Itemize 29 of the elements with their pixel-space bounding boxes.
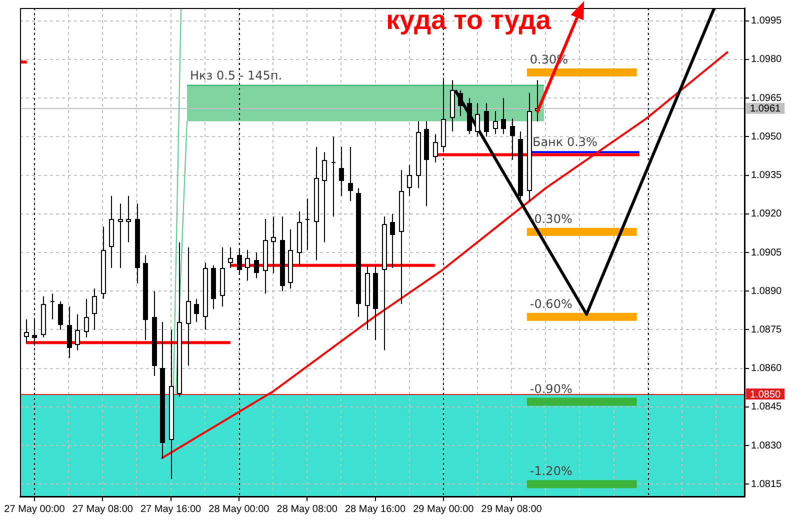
x-tick-label: 29 May 00:00 — [413, 504, 474, 515]
x-tick-label: 28 May 00:00 — [208, 504, 270, 515]
y-tick-label: 1.0980 — [751, 54, 782, 66]
y-tick-label: 1.0845 — [751, 402, 782, 413]
series-label: -0.60% — [530, 296, 572, 311]
y-tick-label: 1.0995 — [751, 16, 782, 27]
ref-line-label: 1.0961 — [750, 104, 782, 115]
y-tick-label: 1.0890 — [751, 286, 782, 297]
series-label: Банк 0.3% — [532, 135, 598, 150]
annotation: куда то туда — [386, 5, 551, 36]
x-tick-label: 28 May 16:00 — [344, 504, 406, 515]
x-tick-label: 29 May 08:00 — [481, 504, 542, 515]
y-tick-label: 1.0935 — [751, 170, 782, 182]
x-tick-label: 27 May 00:00 — [4, 504, 66, 515]
x-tick-label: 27 May 16:00 — [140, 504, 202, 515]
y-tick-label: 1.0875 — [751, 324, 782, 336]
series-label: -0.90% — [530, 382, 572, 396]
y-tick-label: 1.0830 — [751, 440, 782, 452]
series-label: Нкз 0.5 - 145п. — [190, 68, 282, 83]
series-label: -1.20% — [530, 464, 572, 478]
y-tick-label: 1.0965 — [751, 92, 782, 104]
ref-line-label: 1.0850 — [750, 389, 782, 400]
x-tick-label: 28 May 08:00 — [276, 504, 338, 515]
x-tick-label: 27 May 08:00 — [72, 504, 134, 515]
y-tick-label: 1.0815 — [751, 478, 782, 490]
y-tick-label: 1.0920 — [751, 208, 782, 220]
y-tick-label: 1.0950 — [751, 131, 782, 142]
y-tick-label: 1.0905 — [751, 247, 782, 258]
y-tick-label: 1.0860 — [751, 363, 782, 374]
